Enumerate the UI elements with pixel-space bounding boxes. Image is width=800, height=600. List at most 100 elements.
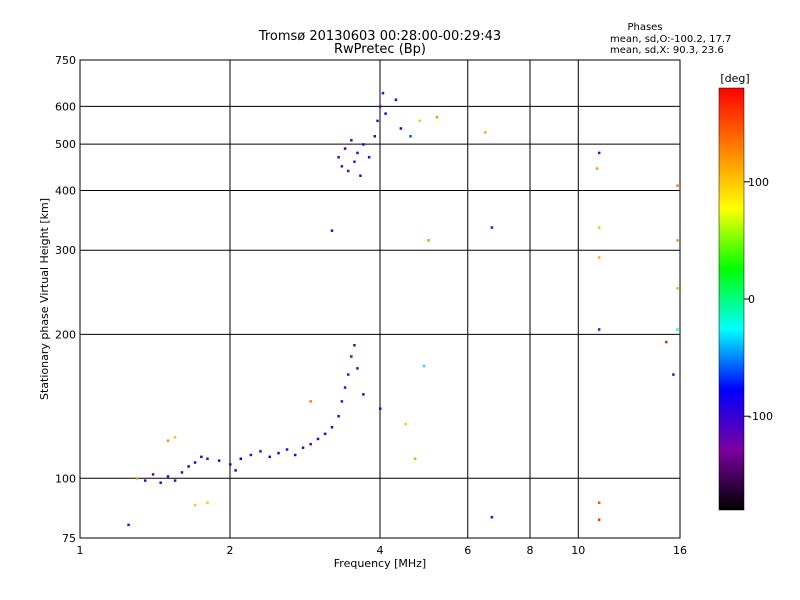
colorbar-tick-label: 0 [748, 293, 755, 306]
colorbar-label: [deg] [720, 72, 749, 85]
y-axis-label: Stationary phase Virtual Height [km] [38, 198, 51, 400]
data-point [435, 115, 439, 119]
data-point [346, 169, 350, 173]
data-point [404, 422, 407, 426]
colorbar [718, 87, 745, 511]
colorbar-tick-label: -100 [748, 410, 773, 423]
data-point [597, 256, 601, 259]
x-axis-label: Frequency [MHz] [334, 557, 426, 570]
data-point [350, 139, 353, 142]
data-point [356, 151, 359, 155]
data-point [293, 453, 297, 457]
data-point [484, 131, 487, 134]
data-point [595, 167, 599, 170]
data-point [187, 465, 190, 468]
data-point [597, 518, 601, 521]
data-point [676, 328, 679, 331]
x-tick-label: 4 [377, 544, 384, 557]
data-point [362, 393, 365, 396]
y-tick-label: 300 [55, 244, 76, 257]
data-point [672, 373, 675, 376]
data-point [234, 469, 237, 472]
data-point [193, 461, 197, 464]
data-point [193, 503, 197, 507]
data-point [159, 481, 162, 484]
data-point [427, 239, 430, 242]
data-point [340, 400, 344, 403]
data-point [597, 501, 601, 504]
data-point [330, 229, 334, 232]
data-point [362, 143, 365, 146]
chart-subtitle: RwPretec (Bp) [334, 42, 426, 57]
y-tick-label: 200 [55, 328, 76, 341]
phases-mean-o: mean, sd,O:-100.2, 17.7 [610, 34, 731, 45]
data-point [353, 344, 356, 347]
x-tick-label: 2 [227, 544, 234, 557]
grid-lines [80, 60, 680, 538]
y-tick-label: 600 [55, 100, 76, 113]
data-point [206, 457, 209, 460]
data-point [384, 112, 387, 115]
data-points [127, 91, 679, 527]
data-point [676, 239, 679, 242]
data-point [127, 523, 130, 527]
data-point [490, 226, 494, 229]
data-point [206, 501, 209, 504]
x-axis-ticks: 1 2 4 6 8 10 16 [77, 544, 688, 557]
data-point [180, 471, 184, 474]
data-point [597, 151, 601, 155]
data-point [285, 448, 289, 451]
data-point [394, 98, 398, 102]
data-point [143, 479, 147, 482]
x-tick-label: 1 [77, 544, 84, 557]
data-point [166, 475, 170, 478]
plot-frame [79, 59, 681, 539]
data-point [356, 367, 359, 370]
data-point [676, 287, 679, 290]
data-point [309, 442, 312, 446]
data-point [340, 165, 344, 168]
data-point [373, 135, 377, 138]
data-point [399, 127, 403, 130]
data-point [490, 515, 494, 519]
data-point [316, 437, 320, 441]
data-point [343, 147, 347, 150]
data-point [309, 400, 312, 403]
colorbar-tick-label: 100 [748, 176, 769, 189]
data-point [217, 459, 221, 462]
data-point [239, 457, 243, 460]
data-point [381, 91, 385, 95]
y-tick-label: 75 [62, 532, 76, 545]
data-point [135, 477, 139, 480]
data-point [379, 105, 382, 108]
x-tick-label: 10 [571, 544, 585, 557]
y-tick-label: 500 [55, 138, 76, 151]
data-point [337, 156, 340, 159]
x-tick-label: 16 [673, 544, 687, 557]
data-point [173, 479, 177, 482]
x-tick-label: 6 [464, 544, 471, 557]
data-point [323, 432, 327, 436]
data-point [665, 340, 668, 344]
data-point [350, 355, 353, 358]
data-point [597, 226, 601, 229]
data-point [151, 473, 155, 476]
data-point [367, 156, 371, 159]
phases-mean-x: mean, sd,X: 90.3, 23.6 [610, 45, 724, 56]
data-point [346, 373, 350, 376]
data-point [166, 439, 170, 442]
data-point [330, 426, 334, 429]
phases-heading: Phases [627, 22, 662, 33]
data-point [376, 119, 379, 123]
data-point [173, 435, 177, 439]
data-point [676, 184, 679, 187]
chart-title: Tromsø 20130603 00:28:00-00:29:43 [258, 29, 501, 44]
data-point [422, 364, 426, 368]
data-point [200, 455, 203, 459]
data-point [597, 328, 601, 331]
data-point [301, 446, 305, 449]
data-point [418, 119, 421, 123]
data-point [413, 457, 417, 460]
data-point [268, 455, 271, 459]
